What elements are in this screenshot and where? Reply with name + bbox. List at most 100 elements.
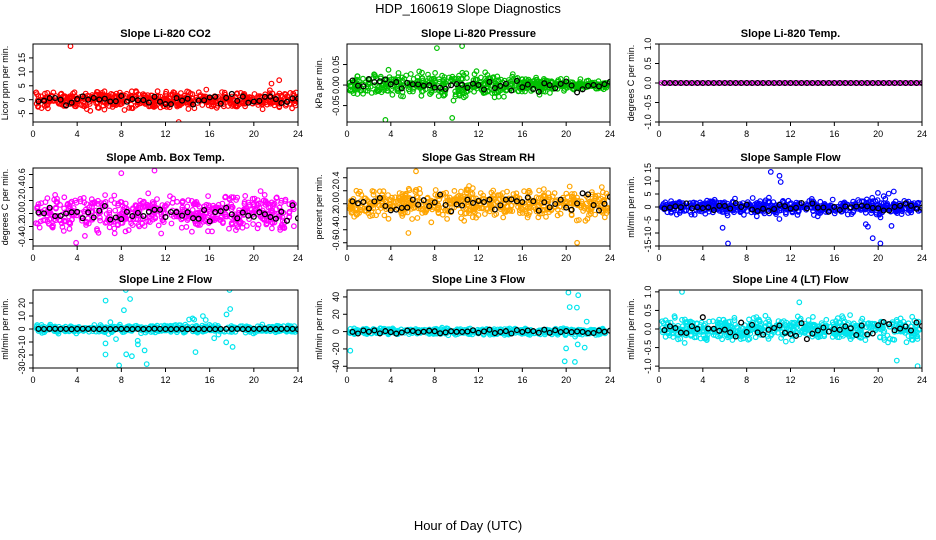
mean-point bbox=[398, 204, 405, 211]
mean-point bbox=[151, 325, 158, 332]
data-point bbox=[831, 210, 838, 217]
mean-point bbox=[68, 209, 75, 216]
mean-point bbox=[420, 82, 427, 89]
data-point-marker: × bbox=[725, 81, 729, 88]
data-point bbox=[273, 322, 280, 329]
data-point bbox=[266, 90, 273, 97]
data-point bbox=[566, 183, 573, 190]
mean-point bbox=[272, 96, 279, 103]
data-point bbox=[223, 311, 230, 318]
panel-title: Slope Sample Flow bbox=[740, 152, 841, 164]
data-point bbox=[269, 220, 276, 227]
data-point bbox=[603, 190, 610, 197]
mean-point bbox=[256, 325, 263, 332]
mean-point bbox=[765, 207, 772, 214]
data-point bbox=[105, 331, 112, 337]
mean-point bbox=[245, 99, 252, 106]
data-point bbox=[441, 92, 447, 99]
data-point-marker: × bbox=[723, 81, 727, 88]
y-tick-label: 5 bbox=[17, 83, 27, 88]
data-point bbox=[184, 99, 191, 106]
mean-point bbox=[294, 95, 298, 102]
data-point-marker: × bbox=[920, 81, 924, 88]
data-point bbox=[195, 89, 202, 96]
data-point bbox=[428, 219, 435, 226]
data-point bbox=[527, 204, 534, 211]
data-point bbox=[286, 210, 293, 217]
data-point bbox=[875, 189, 881, 196]
mean-point bbox=[223, 325, 230, 332]
data-point-marker: × bbox=[761, 81, 765, 88]
data-point-marker: × bbox=[862, 81, 866, 88]
mean-point bbox=[190, 326, 197, 333]
mean-point bbox=[387, 329, 394, 336]
data-point bbox=[549, 193, 556, 200]
data-point bbox=[444, 207, 451, 214]
data-point bbox=[456, 72, 462, 79]
data-point bbox=[229, 344, 236, 350]
data-point bbox=[776, 216, 783, 222]
data-points bbox=[347, 44, 610, 122]
data-point-marker: × bbox=[764, 81, 768, 88]
data-point bbox=[690, 200, 696, 206]
mean-point bbox=[371, 327, 378, 334]
mean-point bbox=[666, 204, 674, 211]
data-point bbox=[353, 211, 360, 218]
mean-point bbox=[217, 100, 224, 107]
data-point bbox=[735, 80, 742, 86]
outlier-point bbox=[347, 347, 354, 354]
data-point bbox=[88, 196, 95, 203]
data-point bbox=[177, 90, 184, 96]
mean-point bbox=[765, 79, 772, 87]
mean-point bbox=[156, 325, 164, 332]
mean-point bbox=[913, 205, 920, 212]
mean-point bbox=[382, 202, 389, 210]
data-point bbox=[730, 205, 736, 212]
data-point bbox=[134, 337, 141, 344]
data-point-marker: × bbox=[662, 81, 666, 88]
data-point-marker: × bbox=[673, 81, 677, 88]
data-point bbox=[269, 219, 275, 226]
x-tick-label: 0 bbox=[656, 129, 661, 139]
data-point bbox=[389, 91, 396, 98]
data-point bbox=[509, 80, 515, 87]
data-point bbox=[889, 80, 895, 86]
y-tick-label: 0.4 bbox=[17, 181, 27, 194]
mean-point bbox=[524, 81, 531, 88]
data-point bbox=[184, 88, 191, 95]
mean-point bbox=[727, 79, 734, 87]
data-point bbox=[414, 78, 421, 84]
data-point-marker: × bbox=[706, 81, 710, 88]
data-point-marker: × bbox=[780, 81, 784, 88]
mean-point bbox=[349, 328, 356, 335]
y-tick-label: -20 bbox=[17, 348, 27, 361]
mean-point bbox=[426, 203, 433, 210]
data-point bbox=[903, 339, 910, 346]
data-point bbox=[577, 76, 584, 82]
data-point bbox=[579, 82, 586, 89]
mean-point bbox=[825, 208, 832, 215]
y-tick-label: -0.2 bbox=[331, 209, 341, 225]
data-point bbox=[515, 88, 522, 95]
mean-point bbox=[601, 328, 608, 335]
x-tick-label: 16 bbox=[517, 253, 527, 263]
data-point-marker: × bbox=[775, 81, 779, 88]
data-point bbox=[44, 218, 51, 225]
data-point-marker: × bbox=[887, 81, 891, 88]
data-point-marker: × bbox=[799, 81, 803, 88]
y-tick-label: 20 bbox=[331, 309, 341, 319]
data-point bbox=[601, 214, 608, 221]
mean-point bbox=[601, 81, 608, 88]
mean-point bbox=[579, 190, 586, 197]
data-point bbox=[246, 96, 253, 103]
mean-point bbox=[134, 325, 141, 332]
mean-point bbox=[858, 202, 865, 209]
data-point bbox=[806, 80, 813, 86]
data-point bbox=[199, 313, 206, 320]
data-point bbox=[777, 179, 784, 185]
mean-point bbox=[107, 216, 114, 223]
mean-point bbox=[360, 198, 367, 206]
mean-point bbox=[289, 95, 296, 102]
mean-point bbox=[677, 79, 684, 87]
